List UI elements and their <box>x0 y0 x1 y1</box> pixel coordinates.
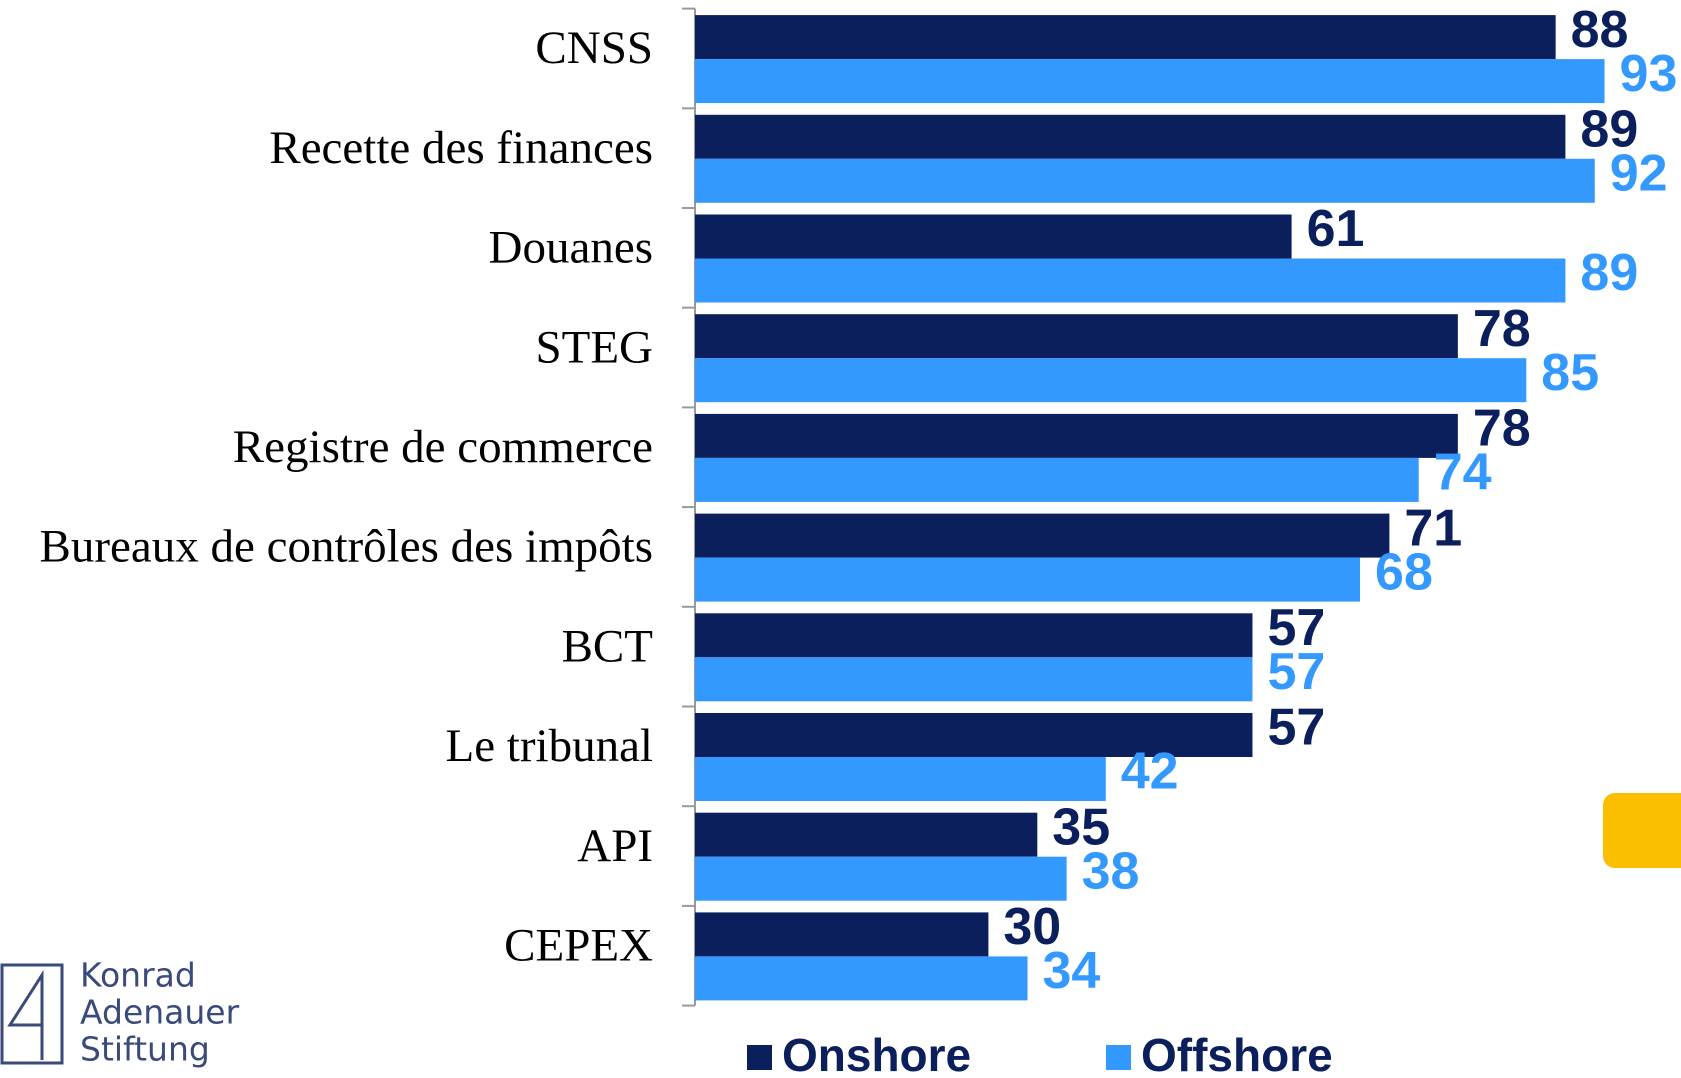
category-label: Registre de commerce <box>233 421 653 473</box>
category-label: BCT <box>562 620 653 672</box>
bar <box>695 258 1566 303</box>
category-label: Bureaux de contrôles des impôts <box>40 521 653 573</box>
bar <box>695 757 1106 801</box>
bar <box>695 358 1527 403</box>
value-label: 38 <box>1082 842 1140 900</box>
value-label: 57 <box>1267 599 1325 657</box>
legend-swatch <box>747 1045 772 1070</box>
bar <box>695 856 1067 901</box>
logo-text: Stiftung <box>80 1030 210 1069</box>
category-label: CNSS <box>535 22 653 74</box>
category-label: Recette des finances <box>269 122 653 174</box>
logo-frame <box>0 963 64 1065</box>
value-label: 35 <box>1052 798 1110 856</box>
bar <box>695 457 1419 502</box>
bar <box>695 956 1028 1001</box>
value-label: 89 <box>1580 101 1638 159</box>
value-label: 78 <box>1473 400 1531 458</box>
value-label: 78 <box>1473 300 1531 358</box>
bar <box>695 114 1566 159</box>
bar <box>695 657 1253 702</box>
bar <box>695 557 1361 602</box>
value-label: 30 <box>1003 898 1061 956</box>
bar <box>695 812 1038 857</box>
bar <box>695 214 1292 259</box>
legend-label: Offshore <box>1141 1029 1333 1078</box>
bar <box>695 912 989 957</box>
category-label: STEG <box>536 321 654 373</box>
value-label: 34 <box>1043 942 1101 1000</box>
value-label: 57 <box>1267 699 1325 757</box>
value-label: 61 <box>1307 200 1365 258</box>
category-label: API <box>577 820 653 872</box>
value-label: 92 <box>1610 145 1668 203</box>
decoration <box>1603 793 1681 868</box>
bar <box>695 413 1458 458</box>
bar <box>695 15 1556 60</box>
logo-text: Konrad <box>80 956 196 995</box>
value-label: 68 <box>1375 543 1433 601</box>
bar <box>695 314 1458 359</box>
legend-label: Onshore <box>782 1029 971 1078</box>
logo-text: Adenauer <box>80 993 240 1032</box>
value-label: 85 <box>1541 344 1599 402</box>
value-label: 74 <box>1434 444 1492 502</box>
bar <box>695 513 1390 558</box>
logo <box>0 963 64 1065</box>
value-label: 42 <box>1121 743 1179 801</box>
bar <box>695 59 1605 104</box>
category-label: CEPEX <box>504 920 653 972</box>
value-label: 89 <box>1580 244 1638 302</box>
value-label: 93 <box>1620 45 1678 103</box>
legend-swatch <box>1106 1045 1131 1070</box>
logo-mark <box>7 969 44 1060</box>
value-label: 57 <box>1267 643 1325 701</box>
bar <box>695 158 1595 203</box>
value-label: 88 <box>1571 1 1629 59</box>
value-label: 71 <box>1404 499 1462 557</box>
bar <box>695 613 1253 658</box>
category-label: Douanes <box>489 222 653 274</box>
category-label: Le tribunal <box>445 720 653 772</box>
bar <box>695 713 1253 757</box>
